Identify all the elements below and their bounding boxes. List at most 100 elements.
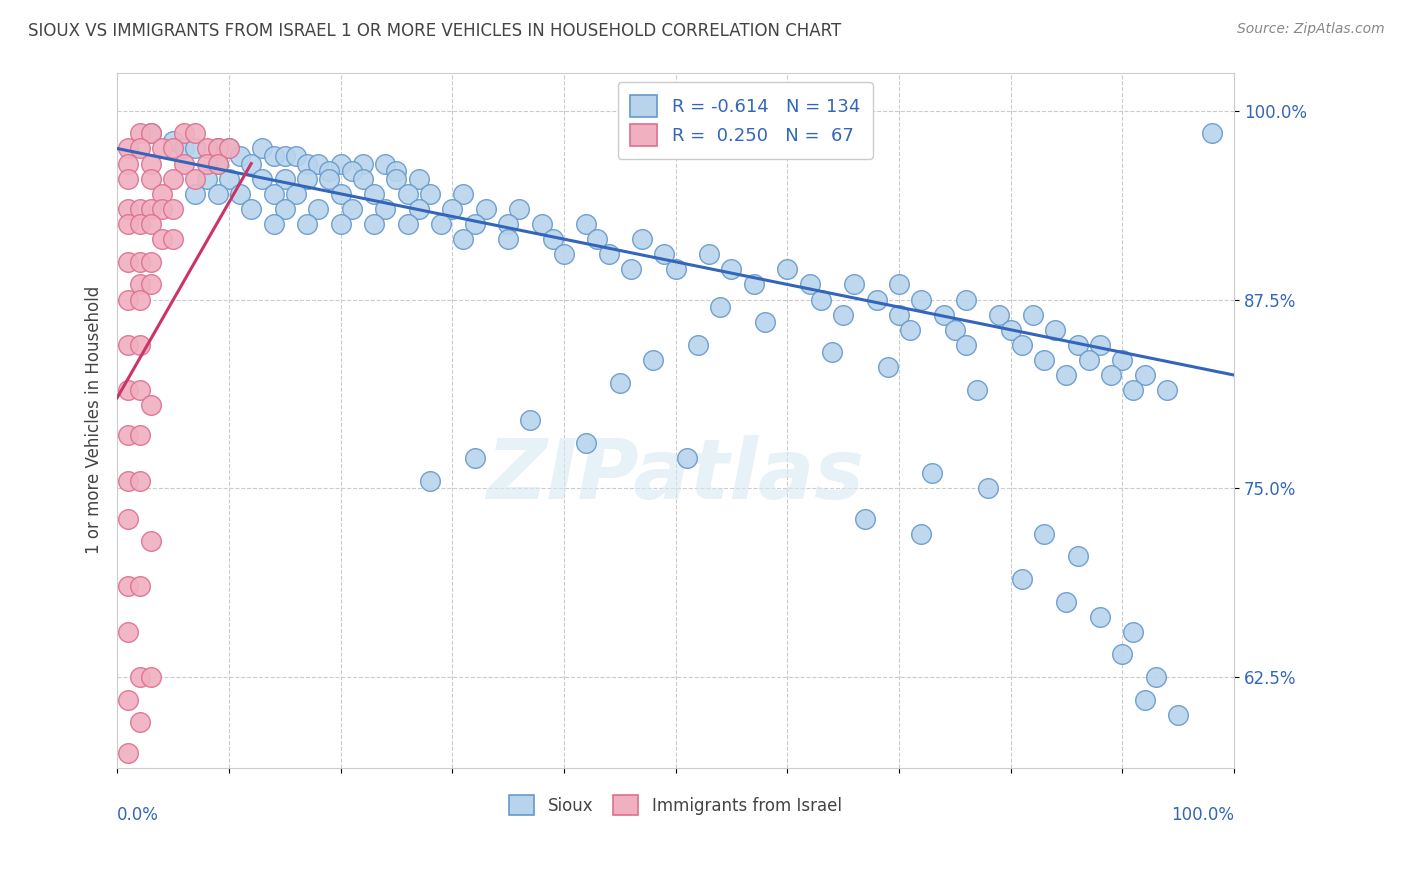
Point: [631, 232, 654, 246]
Point: [910, 293, 932, 307]
Point: [675, 451, 697, 466]
Point: [128, 217, 150, 231]
Point: [1111, 648, 1133, 662]
Point: [128, 338, 150, 352]
Point: [128, 254, 150, 268]
Point: [263, 149, 285, 163]
Point: [1167, 707, 1189, 722]
Point: [876, 360, 898, 375]
Point: [263, 217, 285, 231]
Point: [474, 202, 496, 216]
Point: [329, 156, 352, 170]
Point: [252, 141, 274, 155]
Point: [496, 232, 519, 246]
Point: [128, 715, 150, 730]
Point: [307, 202, 329, 216]
Point: [128, 127, 150, 141]
Point: [1011, 572, 1033, 586]
Point: [654, 247, 676, 261]
Point: [139, 127, 162, 141]
Point: [1088, 609, 1111, 624]
Point: [363, 217, 385, 231]
Point: [742, 277, 765, 292]
Point: [865, 293, 887, 307]
Point: [318, 171, 340, 186]
Point: [207, 156, 229, 170]
Point: [1111, 353, 1133, 368]
Point: [754, 315, 776, 329]
Point: [932, 308, 955, 322]
Point: [1066, 338, 1088, 352]
Point: [776, 262, 799, 277]
Point: [139, 171, 162, 186]
Point: [586, 232, 609, 246]
Point: [1045, 323, 1067, 337]
Point: [1144, 670, 1167, 684]
Point: [887, 277, 910, 292]
Point: [117, 293, 139, 307]
Point: [139, 156, 162, 170]
Y-axis label: 1 or more Vehicles in Household: 1 or more Vehicles in Household: [86, 286, 103, 555]
Point: [598, 247, 620, 261]
Point: [553, 247, 575, 261]
Point: [128, 428, 150, 442]
Point: [150, 186, 173, 201]
Point: [307, 156, 329, 170]
Point: [686, 338, 709, 352]
Point: [195, 141, 218, 155]
Point: [173, 156, 195, 170]
Text: ZIPatlas: ZIPatlas: [486, 435, 865, 516]
Point: [240, 202, 263, 216]
Point: [207, 141, 229, 155]
Point: [229, 186, 252, 201]
Point: [162, 232, 184, 246]
Point: [273, 171, 295, 186]
Point: [1033, 526, 1056, 541]
Point: [385, 171, 408, 186]
Point: [1133, 692, 1156, 706]
Point: [943, 323, 966, 337]
Point: [150, 232, 173, 246]
Point: [955, 338, 977, 352]
Point: [1077, 353, 1099, 368]
Point: [374, 156, 396, 170]
Point: [609, 376, 631, 390]
Point: [419, 186, 441, 201]
Point: [295, 171, 318, 186]
Text: 100.0%: 100.0%: [1171, 805, 1234, 824]
Point: [139, 670, 162, 684]
Point: [1011, 338, 1033, 352]
Point: [218, 141, 240, 155]
Point: [229, 149, 252, 163]
Point: [273, 149, 295, 163]
Point: [575, 217, 598, 231]
Point: [128, 383, 150, 397]
Point: [184, 186, 207, 201]
Point: [340, 164, 363, 178]
Point: [117, 579, 139, 593]
Point: [273, 202, 295, 216]
Point: [508, 202, 530, 216]
Point: [117, 338, 139, 352]
Point: [117, 474, 139, 488]
Point: [184, 127, 207, 141]
Point: [541, 232, 564, 246]
Point: [496, 217, 519, 231]
Point: [162, 134, 184, 148]
Point: [240, 156, 263, 170]
Point: [620, 262, 643, 277]
Point: [1066, 549, 1088, 564]
Point: [643, 353, 665, 368]
Point: [898, 323, 921, 337]
Point: [117, 511, 139, 525]
Point: [329, 217, 352, 231]
Point: [340, 202, 363, 216]
Point: [128, 293, 150, 307]
Point: [430, 217, 453, 231]
Point: [139, 254, 162, 268]
Point: [799, 277, 821, 292]
Point: [1099, 368, 1122, 382]
Point: [966, 383, 988, 397]
Point: [363, 186, 385, 201]
Point: [117, 217, 139, 231]
